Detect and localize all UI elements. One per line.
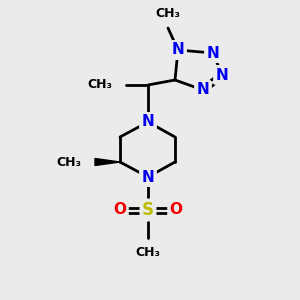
Text: O: O [169, 202, 182, 217]
Text: N: N [196, 82, 209, 98]
Text: CH₃: CH₃ [136, 246, 160, 259]
Text: N: N [216, 68, 228, 82]
Text: N: N [172, 43, 184, 58]
Text: N: N [207, 46, 219, 61]
Text: N: N [196, 82, 209, 98]
Text: N: N [142, 115, 154, 130]
Text: N: N [207, 46, 219, 61]
Text: N: N [142, 169, 154, 184]
Text: CH₃: CH₃ [87, 79, 112, 92]
Polygon shape [95, 158, 120, 166]
Text: N: N [142, 169, 154, 184]
Text: O: O [113, 202, 127, 217]
Text: N: N [142, 115, 154, 130]
Text: N: N [172, 43, 184, 58]
Text: N: N [216, 68, 228, 82]
Text: S: S [142, 201, 154, 219]
Text: CH₃: CH₃ [155, 7, 181, 20]
Text: CH₃: CH₃ [56, 155, 81, 169]
